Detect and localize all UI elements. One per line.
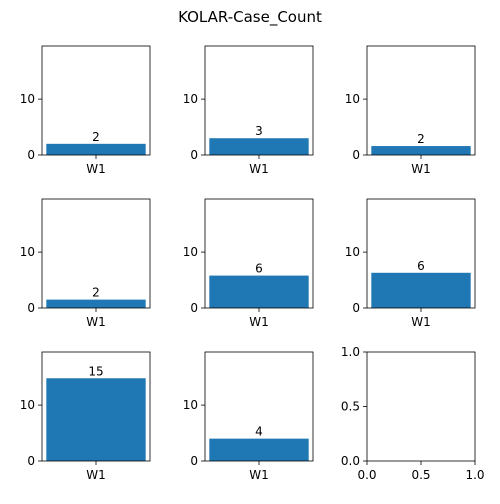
subplot-grid: 2 W1 0 10 3 W1 0 10 2 W1 0 10 2 W1 0 10 6 W1 0 10 6 W1 0 10 15 W1…: [20, 45, 485, 482]
bar-data-label: 2: [92, 286, 100, 300]
x-tick-label: W1: [249, 468, 269, 482]
axes-frame: [41, 45, 151, 156]
y-tick-label: 1.0: [341, 345, 360, 359]
bar: [46, 143, 146, 155]
subplot-4: 2 W1 0 10: [20, 198, 151, 329]
y-tick-label: 0: [352, 148, 360, 162]
bar-data-label: 6: [417, 259, 425, 273]
x-tick-label: 1.0: [465, 468, 484, 482]
axes-frame: [41, 351, 151, 462]
axes-frame: [204, 351, 314, 462]
subplot-3: 2 W1 0 10: [345, 45, 476, 176]
y-tick-label: 10: [20, 398, 35, 412]
y-tick-label: 10: [183, 92, 198, 106]
bar: [371, 272, 471, 308]
subplot-6: 6 W1 0 10: [345, 198, 476, 329]
y-tick-label: 0: [190, 301, 198, 315]
bar: [209, 438, 309, 461]
axes-frame: [41, 198, 151, 309]
axes-frame: [204, 45, 314, 156]
subplot-9: 0.0 0.5 1.0 0.0 0.5 1.0: [341, 345, 485, 482]
subplot-2: 3 W1 0 10: [183, 45, 314, 176]
x-tick-label: 0.0: [357, 468, 376, 482]
bar-data-label: 2: [417, 132, 425, 146]
bar-data-label: 2: [92, 130, 100, 144]
y-tick-label: 0.5: [341, 400, 360, 414]
bar-data-label: 15: [88, 364, 103, 378]
y-tick-label: 10: [20, 245, 35, 259]
subplot-8: 4 W1 0 10: [183, 351, 314, 482]
y-tick-label: 0: [27, 454, 35, 468]
y-tick-label: 0.0: [341, 454, 360, 468]
x-tick-label: W1: [86, 162, 106, 176]
subplot-1: 2 W1 0 10: [20, 45, 151, 176]
bar: [46, 299, 146, 308]
x-tick-label: W1: [249, 315, 269, 329]
bar: [209, 275, 309, 308]
bar-data-label: 4: [255, 425, 263, 439]
y-tick-label: 10: [345, 245, 360, 259]
axes-frame: [366, 198, 476, 309]
bar: [46, 378, 146, 461]
y-tick-label: 10: [183, 245, 198, 259]
bar: [209, 138, 309, 155]
bar-data-label: 6: [255, 262, 263, 276]
y-tick-label: 0: [27, 148, 35, 162]
x-tick-label: W1: [249, 162, 269, 176]
y-tick-label: 10: [345, 92, 360, 106]
x-tick-label: W1: [86, 468, 106, 482]
bar-data-label: 3: [255, 124, 263, 138]
y-tick-label: 0: [190, 454, 198, 468]
y-tick-label: 10: [183, 398, 198, 412]
y-tick-label: 0: [190, 148, 198, 162]
x-tick-label: 0.5: [411, 468, 430, 482]
x-tick-label: W1: [411, 162, 431, 176]
y-tick-label: 0: [27, 301, 35, 315]
subplot-5: 6 W1 0 10: [183, 198, 314, 329]
y-tick-label: 10: [20, 92, 35, 106]
axes-frame: [366, 351, 476, 462]
chart-title: KOLAR-Case_Count: [178, 8, 322, 27]
subplot-7: 15 W1 0 10: [20, 351, 151, 482]
x-tick-label: W1: [86, 315, 106, 329]
axes-frame: [204, 198, 314, 309]
axes-frame: [366, 45, 476, 156]
y-tick-label: 0: [352, 301, 360, 315]
x-tick-label: W1: [411, 315, 431, 329]
bar: [371, 146, 471, 155]
